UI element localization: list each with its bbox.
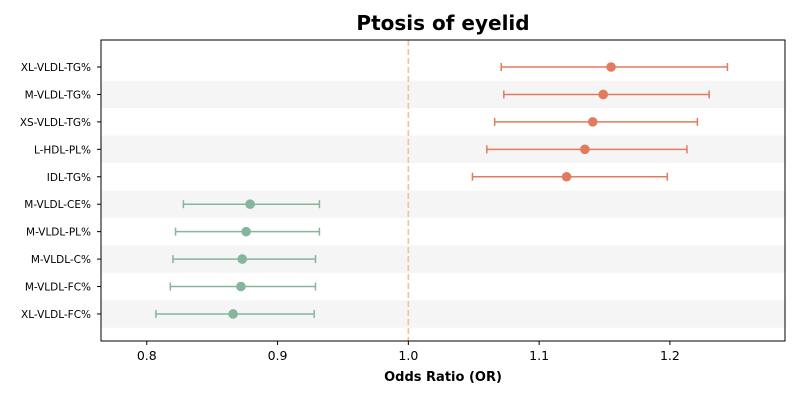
category-label: M-VLDL-TG% (25, 89, 91, 101)
category-label: XL-VLDL-TG% (21, 62, 91, 74)
category-label: IDL-TG% (47, 172, 91, 184)
chart-title: Ptosis of eyelid (356, 11, 529, 35)
x-tick-label: 1.0 (398, 348, 418, 363)
x-tick-label: 0.8 (137, 348, 157, 363)
plot-border (100, 39, 786, 342)
category-label: M-VLDL-C% (31, 254, 91, 266)
or-point (580, 144, 590, 155)
or-point (245, 199, 255, 209)
data-row (174, 226, 321, 237)
x-tick-label: 1.1 (529, 348, 549, 363)
category-label: M-VLDL-PL% (26, 227, 91, 239)
data-row (503, 89, 710, 100)
plot-frame (100, 39, 786, 342)
data-row (486, 144, 688, 155)
or-point (236, 281, 246, 292)
data-row (471, 171, 669, 182)
or-point (237, 254, 248, 264)
or-point (561, 171, 572, 182)
or-point (598, 89, 609, 100)
data-row (493, 117, 699, 127)
data-rows (155, 62, 729, 319)
or-point (606, 62, 616, 72)
category-label: M-VLDL-FC% (25, 282, 91, 294)
data-row (500, 62, 729, 72)
data-row (169, 281, 317, 292)
x-tick-label: 1.2 (660, 348, 680, 363)
x-axis-label: Odds Ratio (OR) (384, 370, 502, 385)
category-label: M-VLDL-CE% (24, 199, 91, 211)
category-label: XS-VLDL-TG% (20, 117, 91, 129)
x-tick-label: 0.9 (268, 348, 288, 363)
category-label: L-HDL-PL% (34, 144, 91, 156)
x-axis-ticks: 0.8 0.9 1.0 1.1 1.2 (137, 341, 680, 363)
or-point (587, 117, 598, 127)
category-label: XL-VLDL-FC% (21, 309, 91, 321)
data-row (172, 254, 317, 264)
data-row (155, 309, 315, 319)
or-point (228, 309, 238, 319)
or-point (241, 226, 251, 237)
data-row (182, 199, 321, 209)
y-axis-labels: XL-VLDL-TG% M-VLDL-TG% XS-VLDL-TG% L-HDL-PL… (20, 62, 101, 321)
